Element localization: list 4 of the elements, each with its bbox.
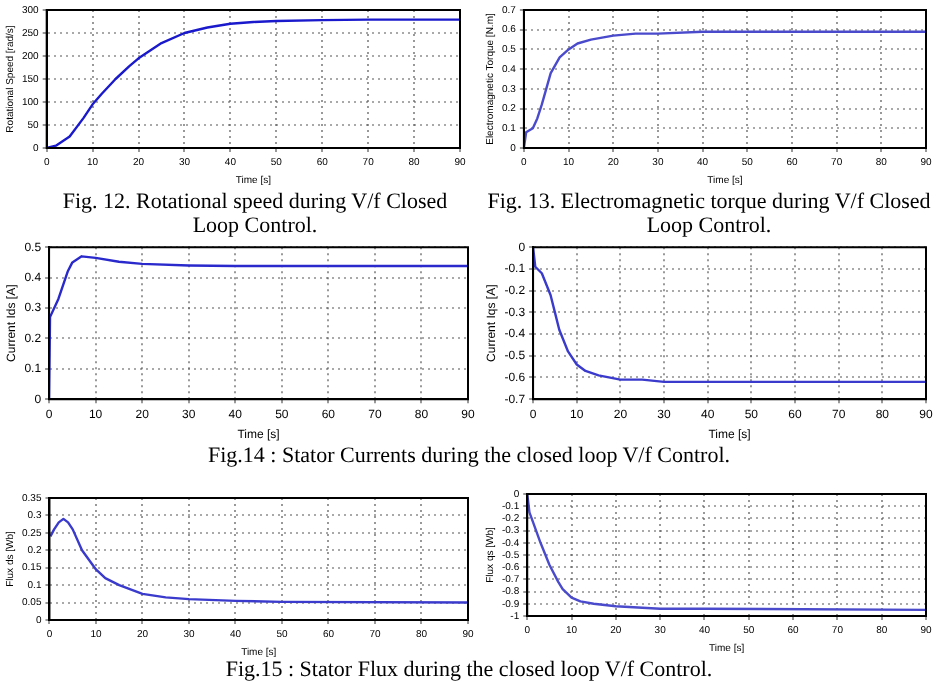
caption: Fig. 12. Rotational speed during V/f Closed Loop Control. xyxy=(60,190,450,238)
caption: Fig. 13. Electromagnetic torque during V/f Closed Loop Control. xyxy=(485,190,933,238)
caption: Fig.15 : Stator Flux during the closed loop V/f Control. xyxy=(223,658,715,682)
caption: Fig.14 : Stator Currents during the closed loop V/f Control. xyxy=(205,444,733,468)
